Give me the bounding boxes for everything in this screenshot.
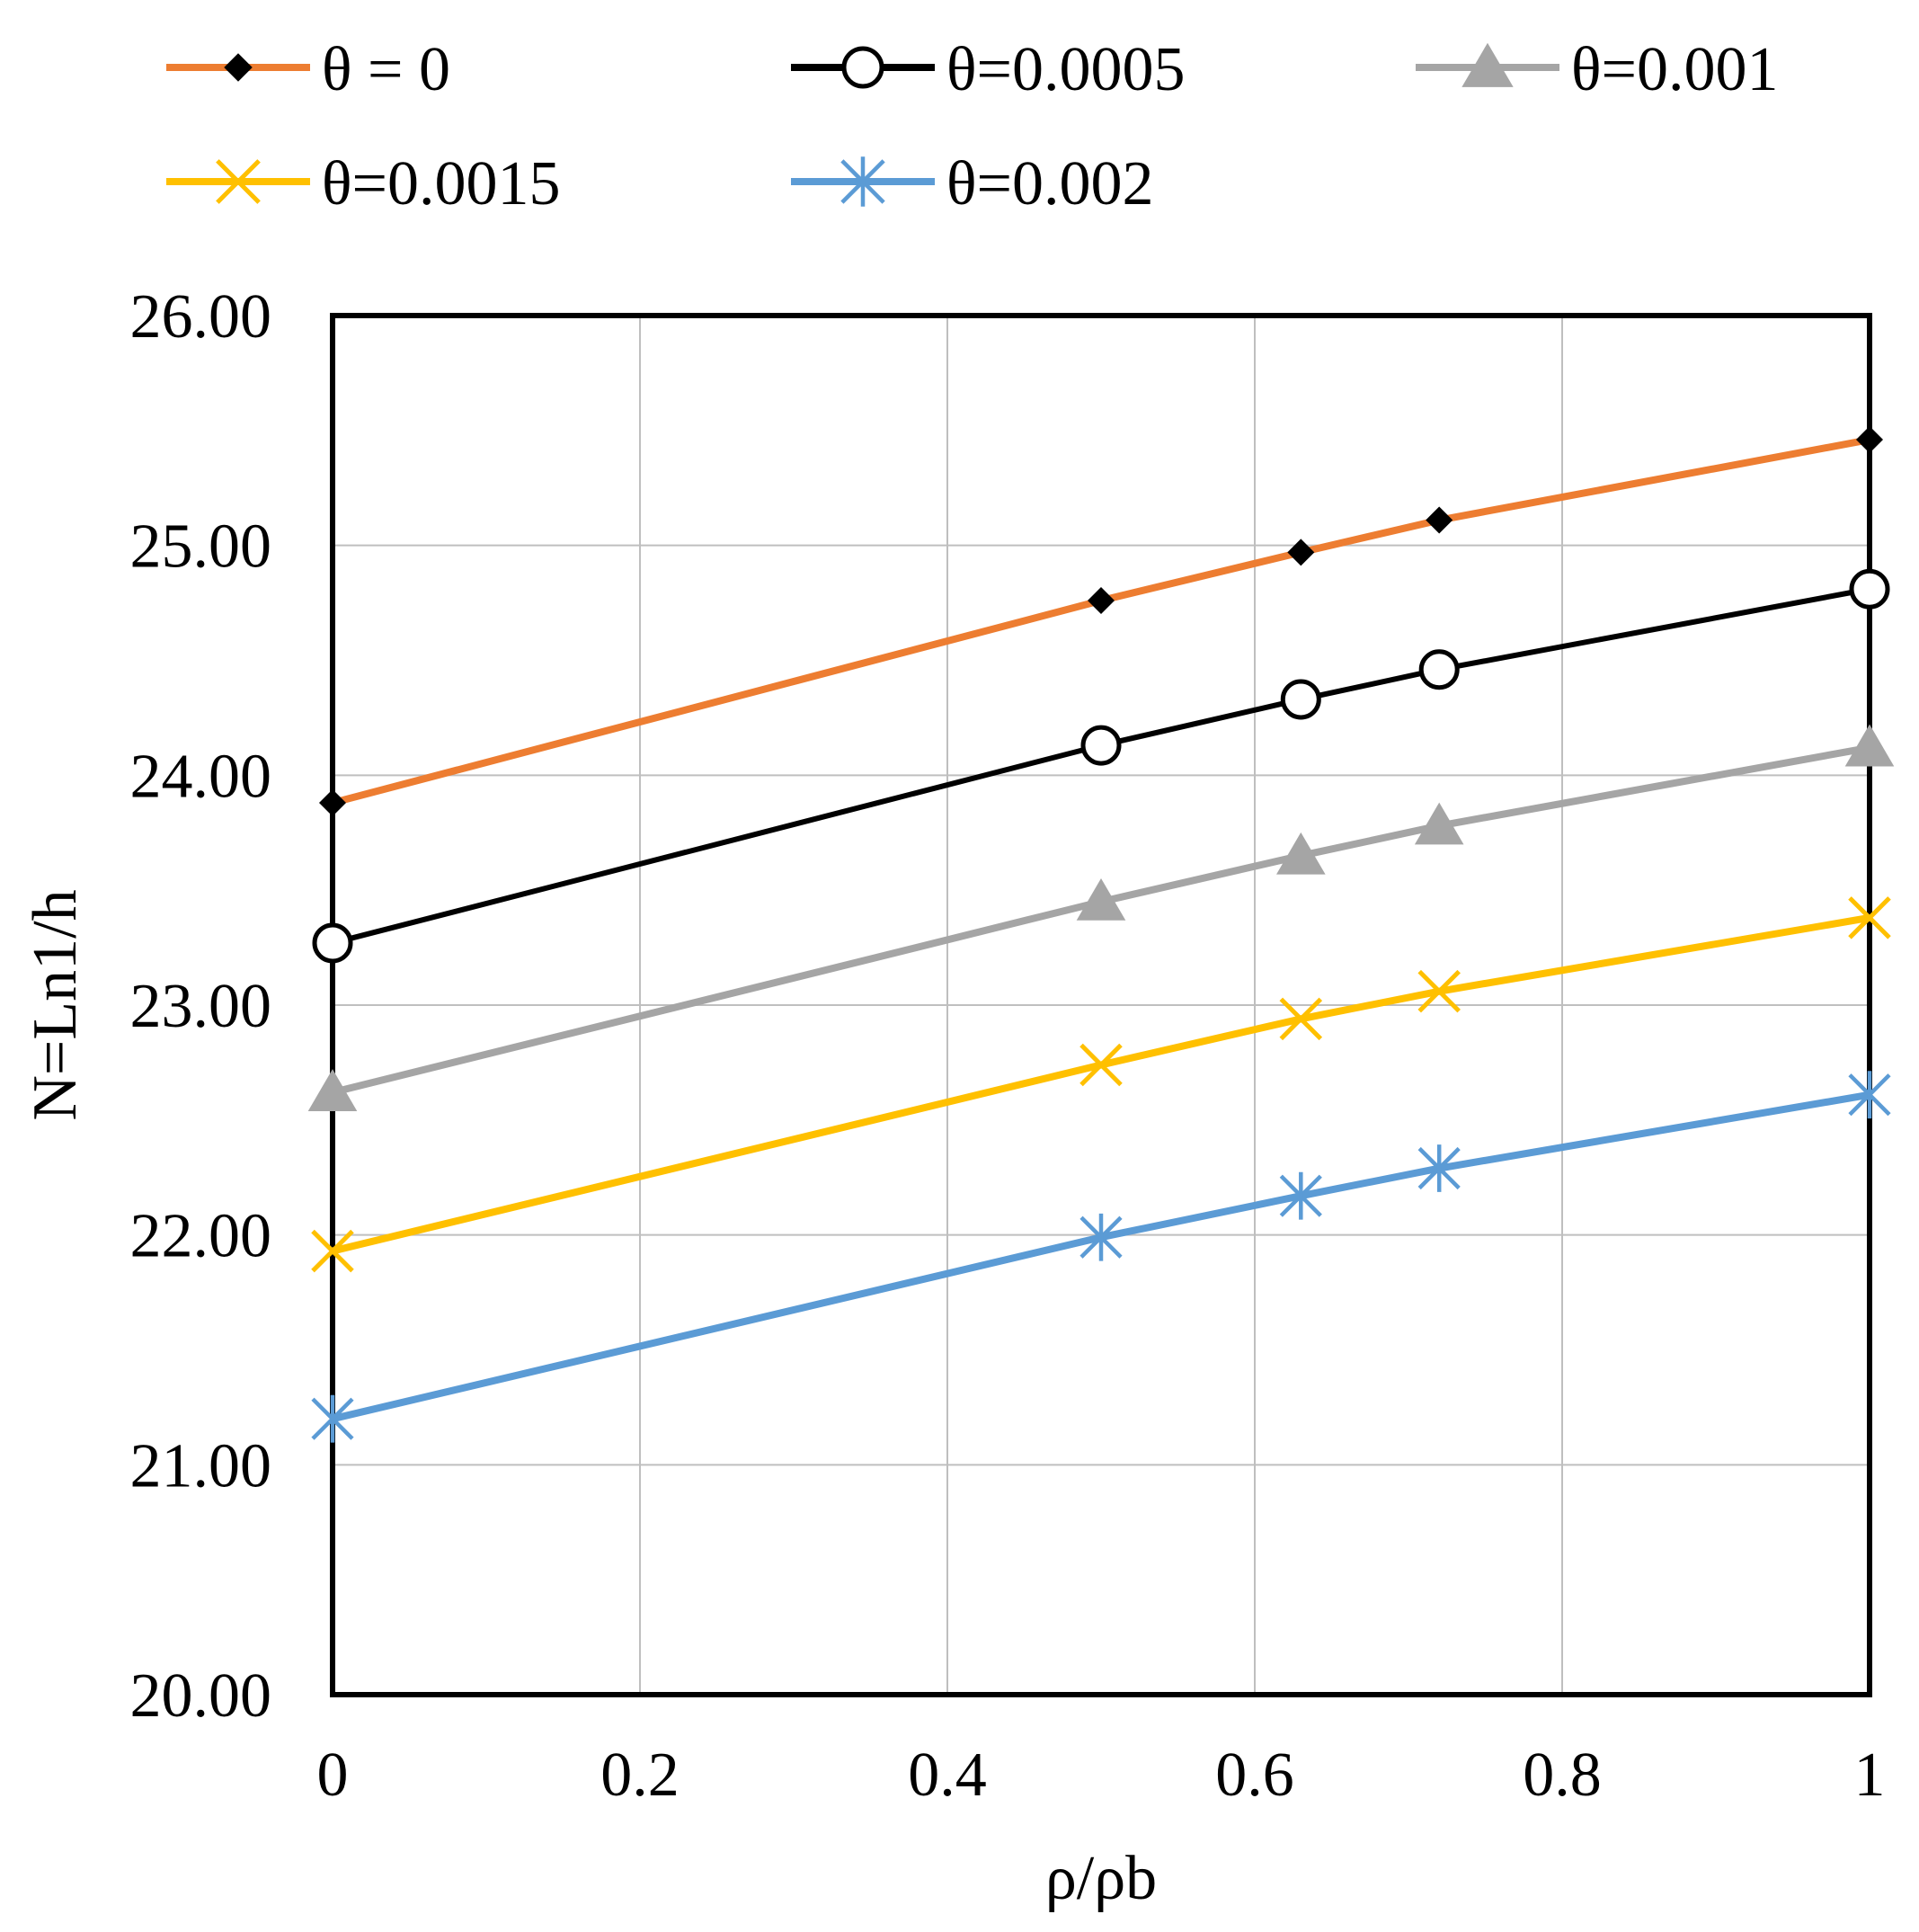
data-point-marker bbox=[1279, 997, 1323, 1041]
triangle-marker bbox=[1414, 802, 1464, 845]
legend-label: θ=0.0015 bbox=[322, 149, 561, 218]
diamond-marker bbox=[224, 53, 253, 82]
data-point-marker bbox=[1287, 539, 1315, 566]
diamond-marker bbox=[1856, 426, 1883, 454]
circle-marker bbox=[841, 46, 884, 89]
series-line bbox=[332, 913, 1870, 1255]
x-tick-label: 0.6 bbox=[1215, 1741, 1294, 1810]
plot-area-frame bbox=[330, 313, 1872, 1697]
x-tick-label: 0 bbox=[317, 1741, 349, 1810]
data-point-marker bbox=[1417, 969, 1461, 1013]
data-point-marker bbox=[1079, 1043, 1123, 1087]
diamond-marker bbox=[1287, 539, 1315, 566]
circle-marker bbox=[1080, 725, 1122, 766]
series-3 bbox=[307, 724, 1895, 1111]
data-point-marker bbox=[1076, 877, 1126, 921]
legend-label: θ=0.001 bbox=[1571, 35, 1779, 104]
legend-entry: θ = 0 bbox=[166, 35, 450, 104]
y-tick-label: 22.00 bbox=[130, 1202, 272, 1271]
x-tick-label: 0.4 bbox=[908, 1741, 987, 1810]
data-point-marker bbox=[841, 46, 884, 89]
x-axis-tick-labels: 0 0.2 0.4 0.6 0.8 1 bbox=[317, 1741, 1886, 1810]
x-marker-stroke bbox=[1417, 969, 1461, 1013]
data-point-marker bbox=[1849, 568, 1890, 610]
legend-label: θ=0.0005 bbox=[946, 35, 1186, 104]
x-tick-label: 0.2 bbox=[600, 1741, 680, 1810]
x-marker-stroke bbox=[1848, 896, 1891, 939]
x-tick-label: 1 bbox=[1854, 1741, 1886, 1810]
diamond-marker bbox=[1088, 587, 1115, 615]
circle-marker bbox=[1849, 568, 1890, 610]
x-axis-title: ρ/ρb bbox=[1045, 1844, 1157, 1913]
circle-marker bbox=[1280, 679, 1321, 720]
data-point-marker bbox=[1279, 1171, 1322, 1220]
y-tick-label: 25.00 bbox=[130, 512, 272, 582]
legend-label: θ = 0 bbox=[322, 35, 450, 104]
y-tick-label: 26.00 bbox=[130, 282, 272, 352]
y-tick-label: 24.00 bbox=[130, 742, 272, 811]
data-point-marker bbox=[312, 922, 353, 964]
data-point-marker bbox=[1280, 679, 1321, 720]
x-marker-stroke bbox=[1279, 997, 1323, 1041]
series-5 bbox=[311, 1071, 1891, 1443]
data-point-marker bbox=[1418, 649, 1460, 690]
x-marker-stroke bbox=[311, 1229, 354, 1273]
legend-entry: θ=0.001 bbox=[1416, 35, 1779, 104]
legend-entry: θ=0.002 bbox=[791, 149, 1154, 218]
data-point-marker bbox=[319, 789, 346, 817]
y-axis-title: N=Ln1/h bbox=[21, 889, 90, 1120]
triangle-marker bbox=[307, 1069, 358, 1111]
data-point-marker bbox=[1276, 832, 1326, 875]
series-layer bbox=[307, 426, 1895, 1443]
data-point-marker bbox=[311, 1394, 354, 1443]
x-marker-stroke bbox=[216, 159, 261, 204]
data-point-marker bbox=[840, 156, 885, 207]
data-point-marker bbox=[307, 1069, 358, 1111]
grid-lines bbox=[332, 315, 1870, 1696]
triangle-marker bbox=[1076, 877, 1126, 921]
data-point-marker bbox=[1461, 42, 1514, 87]
data-point-marker bbox=[1079, 1213, 1123, 1261]
circle-marker bbox=[312, 922, 353, 964]
diamond-marker bbox=[319, 789, 346, 817]
triangle-marker bbox=[1276, 832, 1326, 875]
legend-entry: θ=0.0005 bbox=[791, 35, 1186, 104]
data-point-marker bbox=[216, 159, 261, 204]
y-tick-label: 23.00 bbox=[130, 972, 272, 1041]
data-point-marker bbox=[1856, 426, 1883, 454]
diamond-marker bbox=[1426, 506, 1453, 534]
data-point-marker bbox=[311, 1229, 354, 1273]
x-tick-label: 0.8 bbox=[1523, 1741, 1602, 1810]
data-point-marker bbox=[1844, 724, 1895, 767]
y-axis-tick-labels: 20.00 21.00 22.00 23.00 24.00 25.00 26.00 bbox=[130, 282, 272, 1731]
data-point-marker bbox=[1426, 506, 1453, 534]
series-2 bbox=[312, 568, 1890, 964]
legend-entry: θ=0.0015 bbox=[166, 149, 561, 218]
legend: θ = 0 θ=0.0005 θ=0.001 θ=0.0015 θ=0.002 bbox=[166, 35, 1779, 218]
circle-marker bbox=[1418, 649, 1460, 690]
y-tick-label: 20.00 bbox=[130, 1661, 272, 1731]
data-point-marker bbox=[1848, 1071, 1891, 1119]
triangle-marker bbox=[1461, 42, 1514, 87]
data-point-marker bbox=[1414, 802, 1464, 845]
data-point-marker bbox=[1848, 896, 1891, 939]
series-4 bbox=[311, 896, 1891, 1273]
data-point-marker bbox=[224, 53, 253, 82]
data-point-marker bbox=[1080, 725, 1122, 766]
triangle-marker bbox=[1844, 724, 1895, 767]
y-tick-label: 21.00 bbox=[130, 1431, 272, 1500]
legend-label: θ=0.002 bbox=[946, 149, 1154, 218]
data-point-marker bbox=[1088, 587, 1115, 615]
x-marker-stroke bbox=[1079, 1043, 1123, 1087]
series-1 bbox=[319, 426, 1883, 817]
data-point-marker bbox=[1417, 1144, 1461, 1192]
